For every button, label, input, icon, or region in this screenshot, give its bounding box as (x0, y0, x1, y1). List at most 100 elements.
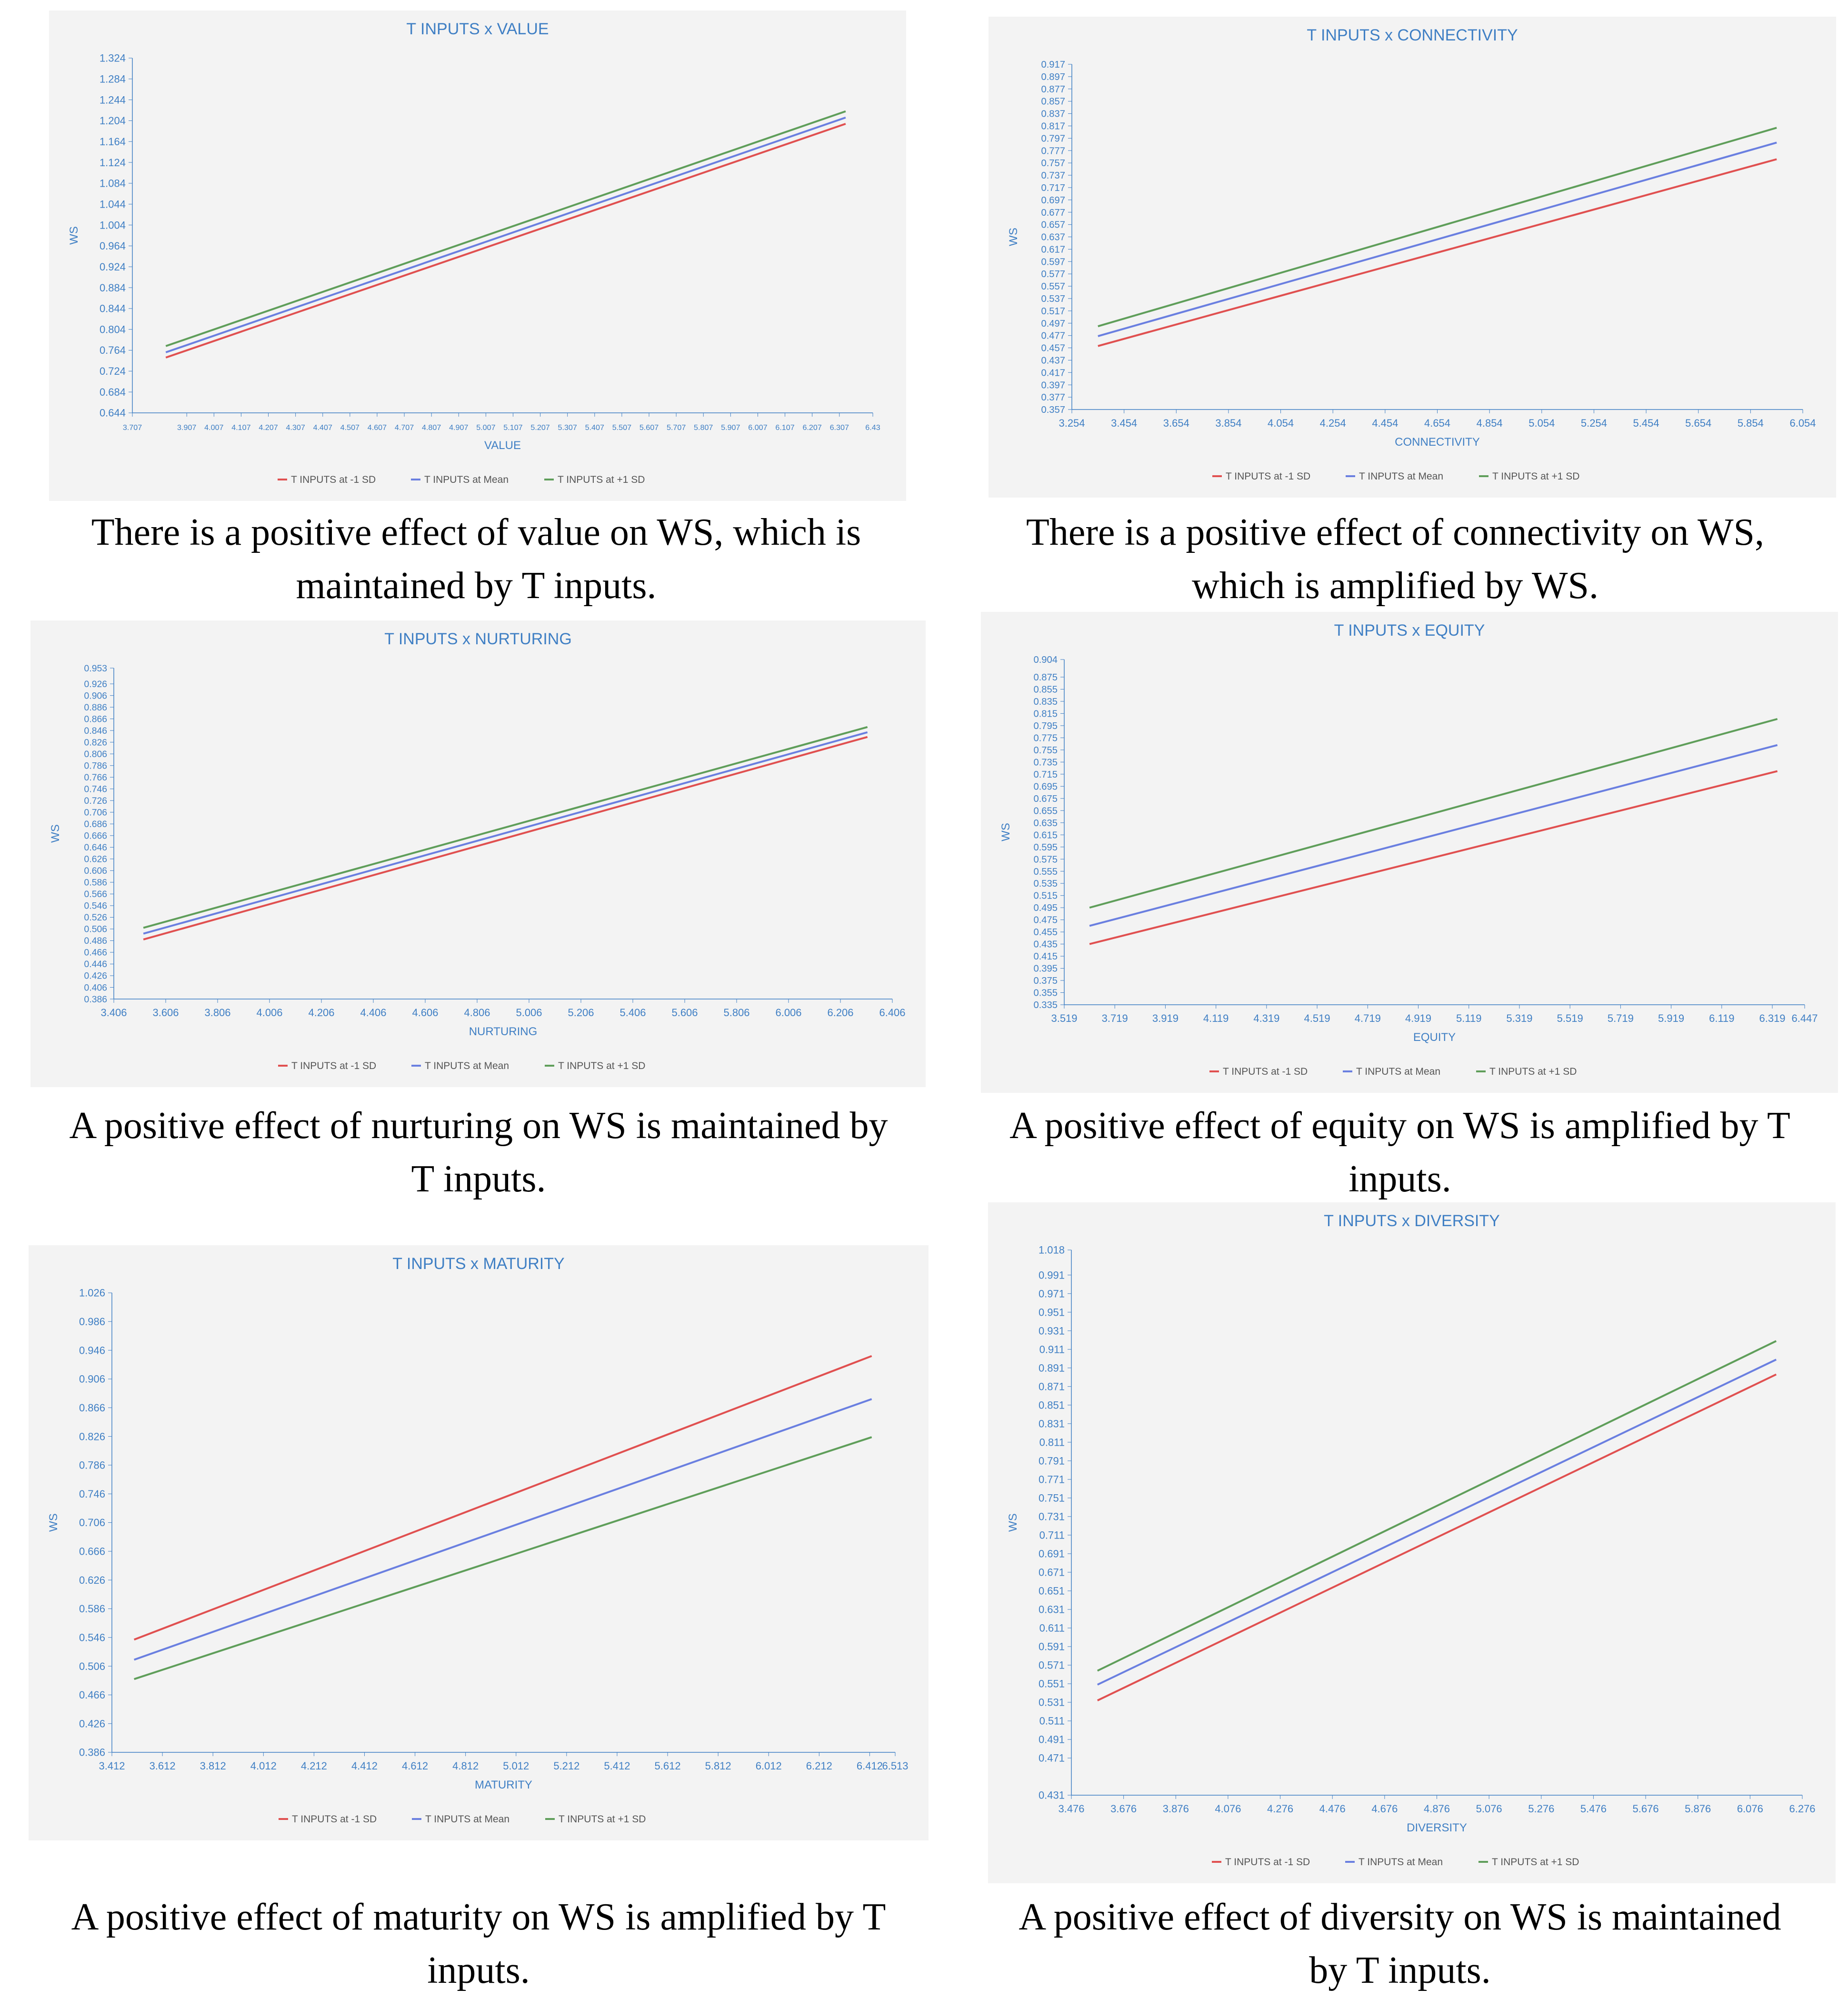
chart-panel-connectivity: T INPUTS x CONNECTIVITY 0.357 0.377 0.397 0.… (989, 17, 1836, 498)
chart-0-series-line-0 (165, 123, 846, 359)
chart-0-y-tick-label: 1.284 (100, 73, 126, 85)
chart-4-x-tick-label: 4.812 (452, 1760, 479, 1772)
chart-1-y-tick-label: 0.597 (1041, 257, 1065, 267)
chart-2-y-tick-label: 0.406 (84, 982, 107, 993)
chart-2-x-tick-label: 5.006 (516, 1007, 542, 1019)
chart-1-y-tick-label: 0.497 (1041, 319, 1065, 329)
chart-2-series-line-1 (143, 731, 868, 935)
chart-2-y-tick-label: 0.526 (84, 912, 107, 923)
chart-5-x-tick-label: 5.076 (1476, 1803, 1502, 1815)
chart-1-y-tick-label: 0.677 (1041, 208, 1065, 218)
chart-4-x-tick-label: 6.412 (857, 1760, 883, 1772)
chart-0-x-tick-label: 5.807 (694, 423, 713, 432)
chart-2-y-tick-label: 0.606 (84, 866, 107, 876)
chart-3-x-tick-label: 3.919 (1152, 1012, 1179, 1024)
chart-0-x-tick-label: 4.307 (286, 423, 305, 432)
chart-4-x-axis-label: MATURITY (475, 1779, 532, 1791)
chart-4-y-tick-label: 0.466 (79, 1689, 105, 1701)
chart-3-y-tick-label: 0.395 (1033, 964, 1058, 974)
chart-3-x-tick-label: 6.119 (1709, 1012, 1734, 1024)
chart-0-x-tick-label: 5.607 (639, 423, 659, 432)
chart-1-y-tick-label: 0.717 (1041, 183, 1065, 193)
chart-2-legend-label-0: T INPUTS at -1 SD (291, 1060, 376, 1071)
chart-3-y-tick-label: 0.355 (1033, 988, 1058, 999)
chart-2-x-tick-label: 4.806 (464, 1007, 490, 1019)
chart-1-y-tick-label: 0.697 (1041, 195, 1065, 206)
chart-0-x-tick-label: 4.107 (231, 423, 250, 432)
chart-4-x-tick-label: 6.012 (756, 1760, 782, 1772)
chart-5-x-tick-label: 3.476 (1058, 1803, 1084, 1815)
chart-0-x-tick-label: 4.807 (422, 423, 441, 432)
chart-2-y-tick-label: 0.826 (84, 737, 107, 748)
chart-3-y-tick-label: 0.515 (1033, 891, 1058, 901)
caption-diversity-line2: by T inputs. (1309, 1949, 1491, 1991)
chart-1-y-tick-label: 0.477 (1041, 331, 1065, 341)
chart-0-x-tick-label: 4.207 (259, 423, 278, 432)
chart-3-y-tick-label: 0.475 (1033, 915, 1058, 926)
chart-3-y-tick-label: 0.535 (1033, 879, 1058, 889)
chart-4-y-tick-label: 0.426 (79, 1718, 105, 1729)
chart-5-y-tick-label: 0.651 (1039, 1585, 1065, 1597)
chart-3-y-tick-label: 0.575 (1033, 854, 1058, 865)
chart-0-y-tick-label: 0.764 (100, 344, 126, 356)
chart-5-x-tick-label: 4.076 (1215, 1803, 1241, 1815)
chart-2-title: T INPUTS x NURTURING (384, 630, 572, 648)
chart-4-y-tick-label: 0.866 (79, 1402, 105, 1414)
chart-3-y-tick-label: 0.715 (1033, 770, 1058, 780)
chart-3-y-tick-label: 0.615 (1033, 830, 1058, 840)
chart-5-y-tick-label: 0.731 (1039, 1511, 1065, 1523)
chart-0-x-axis-label: VALUE (484, 439, 521, 452)
chart-5-series-line-2 (1097, 1340, 1777, 1672)
chart-2-y-tick-label: 0.626 (84, 854, 107, 865)
chart-3-y-tick-label: 0.904 (1033, 655, 1058, 665)
chart-5-y-tick-label: 0.891 (1039, 1362, 1065, 1374)
chart-4-y-tick-label: 0.706 (79, 1517, 105, 1529)
chart-3-series-line-2 (1089, 718, 1778, 909)
chart-2-x-tick-label: 5.806 (723, 1007, 749, 1019)
chart-4-y-tick-label: 0.386 (79, 1747, 105, 1759)
chart-2-y-tick-label: 0.906 (84, 690, 107, 701)
chart-3-y-tick-label: 0.795 (1033, 721, 1058, 731)
chart-5-y-tick-label: 0.591 (1039, 1641, 1065, 1653)
chart-5-legend-label-1: T INPUTS at Mean (1359, 1857, 1443, 1868)
caption-nurturing: A positive effect of nurturing on WS is … (5, 1099, 952, 1206)
chart-1-y-tick-label: 0.637 (1041, 232, 1065, 243)
chart-5-y-tick-label: 0.971 (1039, 1288, 1065, 1299)
chart-5-y-tick-label: 0.631 (1039, 1604, 1065, 1616)
chart-5-y-tick-label: 0.831 (1039, 1418, 1065, 1429)
chart-2-y-tick-label: 0.806 (84, 749, 107, 760)
chart-2-series-line-0 (143, 736, 868, 940)
chart-2-x-tick-label: 5.206 (568, 1007, 594, 1019)
chart-3-legend-label-0: T INPUTS at -1 SD (1223, 1066, 1308, 1077)
chart-3-x-axis-label: EQUITY (1413, 1031, 1456, 1044)
chart-4-legend-label-0: T INPUTS at -1 SD (292, 1814, 377, 1825)
chart-1-x-tick-label: 5.454 (1633, 417, 1659, 429)
chart-svg: T INPUTS x DIVERSITY 0.431 0.471 0.491 0.511… (1007, 1212, 1816, 1868)
chart-0-x-tick-label: 5.207 (530, 423, 549, 432)
chart-1-x-tick-label: 4.654 (1424, 417, 1450, 429)
chart-1-x-tick-label: 4.054 (1268, 417, 1294, 429)
chart-1-title: T INPUTS x CONNECTIVITY (1307, 26, 1518, 44)
chart-5-x-tick-label: 4.876 (1424, 1803, 1450, 1815)
chart-1-y-tick-label: 0.397 (1041, 380, 1065, 390)
chart-1-y-tick-label: 0.777 (1041, 146, 1065, 156)
chart-panel-nurturing: T INPUTS x NURTURING 0.386 0.406 0.426 0.446… (30, 620, 926, 1087)
chart-0-x-tick-label: 4.907 (449, 423, 468, 432)
chart-2-x-tick-label: 4.606 (412, 1007, 438, 1019)
chart-4-y-tick-label: 0.746 (79, 1488, 105, 1500)
chart-3-x-tick-label: 6.447 (1791, 1012, 1818, 1024)
chart-3-x-tick-label: 5.519 (1557, 1012, 1583, 1024)
chart-4-series-line-0 (133, 1355, 872, 1641)
chart-4-y-tick-label: 0.586 (79, 1603, 105, 1615)
chart-3-y-tick-label: 0.775 (1033, 733, 1058, 743)
chart-0-legend-label-0: T INPUTS at -1 SD (291, 474, 376, 485)
chart-2-x-tick-label: 3.406 (100, 1007, 127, 1019)
chart-2-y-tick-label: 0.953 (84, 663, 107, 674)
chart-5-y-tick-label: 0.491 (1039, 1734, 1065, 1746)
chart-5-y-tick-label: 0.871 (1039, 1380, 1065, 1392)
caption-value: There is a positive effect of value on W… (10, 506, 943, 612)
chart-svg: T INPUTS x MATURITY 0.386 0.426 0.466 0.506 0… (47, 1255, 909, 1825)
chart-1-y-tick-label: 0.577 (1041, 269, 1065, 280)
chart-2-legend-label-1: T INPUTS at Mean (425, 1060, 509, 1071)
chart-0-x-tick-label: 3.707 (123, 423, 142, 432)
